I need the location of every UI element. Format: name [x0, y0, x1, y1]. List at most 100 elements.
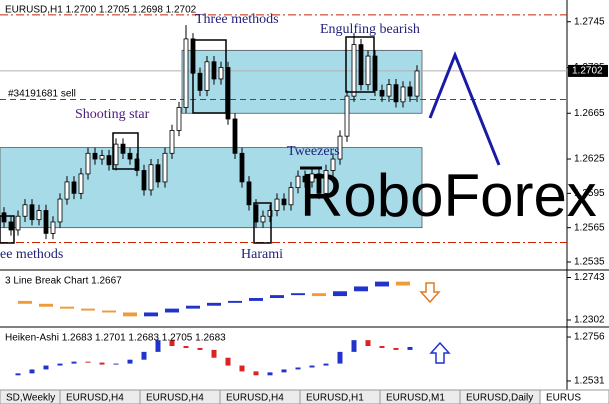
annotation: Shooting star [75, 107, 150, 122]
tab-label[interactable]: EURUSD,M1 [386, 393, 445, 404]
y-tick-label: 1.2665 [574, 108, 605, 119]
bar [71, 361, 77, 364]
candle-body [309, 173, 315, 183]
candle-body [8, 221, 14, 231]
last-price-box [568, 64, 608, 77]
bar [57, 363, 63, 366]
y-tick-label: 1.2535 [574, 257, 605, 268]
order-label: #34191681 sell [8, 89, 76, 100]
bar [351, 340, 357, 352]
y-tick-label: 1.2743 [574, 272, 605, 283]
y-tick-label: 1.2625 [574, 154, 605, 165]
candle-body [169, 130, 175, 154]
candle-body [148, 164, 154, 191]
candle-body [127, 152, 133, 160]
bar [43, 365, 49, 370]
tab[interactable] [539, 389, 609, 404]
bar [249, 298, 263, 301]
bar [407, 346, 413, 350]
watermark: RoboForex [300, 162, 597, 229]
bar [207, 302, 221, 306]
bar [144, 312, 158, 317]
panel-label: 3 Line Break Chart 1.2667 [5, 276, 122, 287]
candle-body [379, 89, 385, 97]
candle-body [274, 198, 280, 211]
tab-label[interactable]: EURUS [546, 393, 581, 404]
up-arrow-icon [429, 341, 451, 364]
tab-label[interactable]: EURUSD,H1 [306, 393, 364, 404]
pattern-box [253, 202, 272, 244]
candle-body [365, 55, 371, 86]
zone [181, 49, 423, 114]
bar [267, 372, 273, 376]
candle-body [386, 84, 392, 97]
candle-body [400, 86, 406, 103]
candle-body [134, 158, 140, 171]
candle-body [36, 210, 42, 221]
candle-body [141, 170, 147, 191]
candle-body [183, 38, 189, 108]
annotation: Engulfing bearish [320, 22, 420, 37]
candle-body [281, 198, 287, 206]
bar [186, 305, 200, 309]
candle-body [106, 155, 112, 166]
candle-body [92, 152, 98, 160]
bar [354, 286, 368, 292]
candle-body [414, 70, 420, 97]
candle-body [351, 44, 357, 97]
down-arrow-icon [419, 282, 441, 304]
candle-body [218, 67, 224, 80]
tab-label[interactable]: EURUSD,H4 [226, 393, 284, 404]
zones [0, 49, 423, 229]
tab-label[interactable]: EURUSD,H4 [66, 393, 124, 404]
pattern-box [112, 132, 139, 170]
annotation: Harami [241, 247, 283, 262]
candle-body [15, 215, 21, 231]
bar [60, 306, 74, 309]
candle-body [267, 210, 273, 217]
candle-body [372, 55, 378, 91]
candle-body [323, 170, 329, 194]
bar [312, 293, 326, 297]
bar [141, 351, 147, 360]
bar [169, 340, 175, 347]
bar [253, 371, 259, 376]
candle-body [1, 212, 7, 223]
bar [270, 295, 284, 299]
bar [228, 300, 242, 303]
annotation: Tweezers [287, 144, 340, 159]
tab-label[interactable]: EURUSD,H4 [146, 393, 204, 404]
candle-body [64, 181, 70, 200]
candle-body [344, 95, 350, 137]
candle-body [176, 107, 182, 131]
candle-body [50, 221, 56, 234]
candle-body [337, 135, 343, 160]
y-tick-label: 1.2756 [574, 332, 605, 343]
bar [127, 359, 133, 364]
price-axis: 1.27451.27051.26651.26251.25951.25651.25… [567, 16, 608, 268]
bar [85, 361, 91, 363]
bar [309, 365, 315, 368]
bar [365, 340, 371, 347]
candle-body [120, 143, 126, 154]
tabs: SD,Weekly EURUSD,H4 EURUSD,H4 EURUSD,H4 EURU… [0, 389, 609, 404]
tab-label[interactable]: SD,Weekly [6, 393, 55, 404]
panel-label: Heiken-Ashi 1.2683 1.2701 1.2683 1.2705 … [5, 333, 226, 344]
bar [291, 293, 305, 296]
bar [183, 346, 189, 348]
candle-body [393, 84, 399, 103]
candle-body [330, 158, 336, 171]
candle-body [246, 181, 252, 206]
bar [197, 347, 203, 350]
tab-label[interactable]: EURUSD,Daily [466, 393, 533, 404]
annotation: Three methods [195, 12, 279, 27]
candle-body [197, 72, 203, 91]
candle-body [295, 175, 301, 189]
bar [337, 351, 343, 364]
candle-body [260, 215, 266, 223]
bar [295, 367, 301, 370]
candle-body [162, 152, 168, 183]
bar [323, 363, 329, 366]
